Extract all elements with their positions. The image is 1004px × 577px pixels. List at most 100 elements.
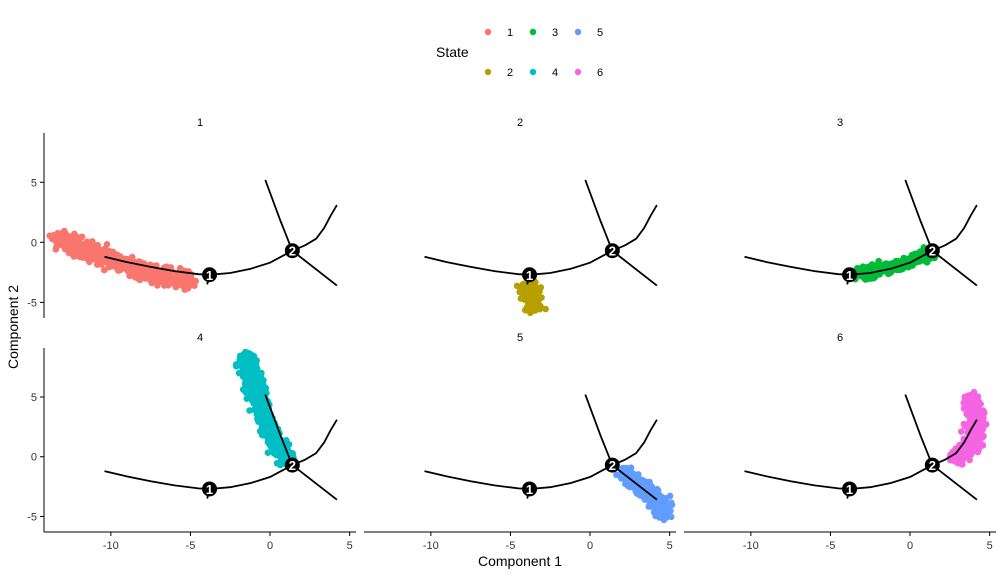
panel-strip-2: 2 [517,117,523,129]
point-state-6 [958,428,965,435]
trajectory-segment [931,249,978,287]
trajectory-segment [931,464,978,501]
axes: -5 0 5 -5 0 5 -10 -5 0 5 -10 -5 0 5 -10 -5 0 5 [27,133,996,552]
point-state-4 [239,386,247,393]
x-tick-label: -10 [743,540,759,552]
point-state-6 [960,399,967,407]
points-state-1 [46,227,199,293]
trajectory-segment [611,249,658,287]
point-state-6 [966,397,974,405]
y-tick-label: 0 [31,237,37,249]
branch-point-2 [924,457,940,473]
branch-point-label-1: 1 [526,482,533,497]
point-state-6 [975,407,982,414]
y-tick-label: 5 [31,177,37,189]
point-state-1 [126,267,134,275]
point-state-2 [513,282,521,290]
x-tick-label: -10 [423,540,439,552]
point-state-1 [105,263,112,271]
trajectory-segment [291,419,338,466]
panel-strip-4: 4 [197,332,203,344]
legend: State 1 2 3 4 5 6 [436,27,603,79]
legend-label-1: 1 [507,27,513,39]
point-state-6 [950,455,958,462]
point-state-1 [163,263,170,271]
branch-point-1 [842,267,858,283]
point-state-1 [181,275,188,283]
branch-point-1 [842,481,858,497]
point-state-4 [233,363,240,370]
trajectory-6 [744,394,978,501]
point-state-3 [865,263,872,271]
point-state-3 [911,250,919,258]
point-state-4 [274,436,282,443]
branch-point-label-2: 2 [289,244,296,259]
point-state-5 [646,479,653,487]
point-state-4 [250,378,258,386]
point-state-3 [902,255,910,263]
point-state-5 [656,493,664,500]
legend-label-4: 4 [552,67,558,79]
branch-point-1 [522,481,538,497]
point-state-5 [625,466,633,474]
branch-point-label-1: 1 [206,482,213,497]
branch-point-1 [522,267,538,283]
point-state-1 [192,277,199,285]
point-state-2 [519,281,527,288]
trajectory-segment [611,464,658,501]
point-state-5 [666,492,674,500]
facet-panels: 1 1 2 2 1 2 3 1 2 4 1 2 5 1 2 6 1 2 [46,117,990,524]
legend-key-1 [484,28,492,36]
legend-key-4 [529,68,537,76]
point-state-1 [164,269,172,277]
branch-point-label-2: 2 [929,458,936,473]
panel-strip-6: 6 [837,332,843,344]
point-state-5 [613,471,620,479]
point-state-4 [254,394,262,401]
point-state-5 [663,503,670,511]
points-state-4 [232,348,297,469]
point-state-1 [89,238,96,245]
x-tick-label: 0 [587,540,593,552]
branch-point-1 [202,267,218,283]
point-state-2 [525,297,533,304]
point-state-1 [171,273,178,281]
point-state-2 [530,285,538,292]
trajectory-segment [264,179,294,252]
point-state-5 [619,464,627,472]
branch-point-2 [604,457,620,473]
x-tick-label: 0 [907,540,913,552]
legend-key-5 [574,28,582,36]
branch-point-label-2: 2 [609,458,616,473]
x-tick-label: -5 [506,540,516,552]
legend-key-6 [574,68,582,76]
point-state-6 [961,422,968,430]
y-tick-label: 0 [31,452,37,464]
point-state-6 [977,429,984,437]
point-state-1 [79,254,87,261]
point-state-1 [122,263,129,270]
trajectory-segment [931,204,978,252]
panel-strip-3: 3 [837,117,843,129]
trajectory-segment [104,464,293,490]
point-state-5 [650,500,658,508]
branch-point-2 [924,243,940,259]
legend-key-2 [484,68,492,76]
panel-4: 4 1 2 [104,332,338,501]
panel-1: 1 1 2 [46,117,338,293]
x-tick-label: -5 [826,540,836,552]
point-state-1 [82,243,89,250]
legend-label-6: 6 [597,67,603,79]
point-state-2 [542,305,549,313]
point-state-4 [248,394,255,402]
trajectory-segment [744,464,933,490]
legend-key-3 [529,28,537,36]
branch-point-1 [202,481,218,497]
panel-2: 2 1 2 [424,117,658,317]
point-state-4 [255,405,262,413]
panel-3: 3 1 2 [744,117,978,287]
point-state-6 [973,440,981,447]
point-state-4 [248,351,256,359]
trajectory-segment [291,249,338,287]
point-state-6 [971,399,979,407]
